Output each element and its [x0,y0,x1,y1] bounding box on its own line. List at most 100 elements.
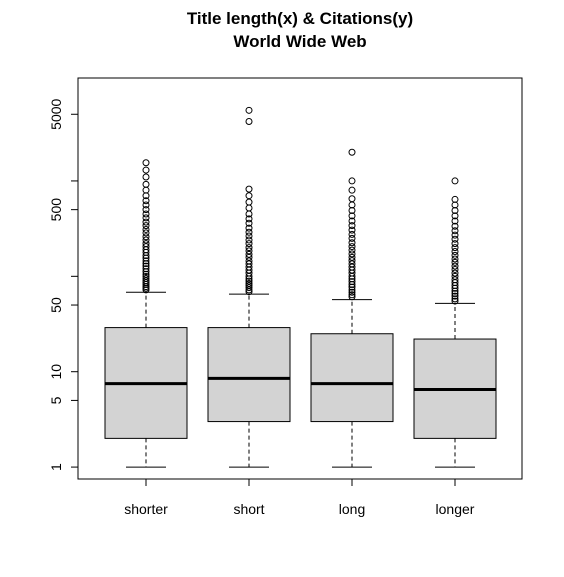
outlier-point [451,276,459,284]
outlier-point [348,239,356,247]
y-tick-label: 5000 [48,98,64,129]
box-group-long [310,148,394,468]
x-tick-label: shorter [124,501,168,517]
outlier-point [245,244,253,252]
outlier-point [451,292,459,300]
outlier-point [451,290,459,298]
outlier-point [245,253,253,261]
outlier-point [245,106,253,114]
outlier-point [348,222,356,230]
outlier-point [348,253,356,261]
outlier-point [142,240,150,248]
x-tick-label: short [233,501,264,517]
outlier-point [142,262,150,270]
outlier-point [348,257,356,265]
outlier-point [245,257,253,265]
outlier-point [451,262,459,270]
y-tick-label: 50 [48,297,64,313]
y-axis: 1 5 10 50 500 5000 [48,98,78,471]
outlier-point [451,217,459,225]
outlier-point [348,246,356,254]
outlier-point [245,232,253,240]
outlier-point [451,195,459,203]
y-tick-label: 500 [48,198,64,222]
outlier-point [348,234,356,242]
outlier-point [245,224,253,232]
x-tick-label: long [339,501,365,517]
outlier-point [245,277,253,285]
outlier-point [245,236,253,244]
outlier-point [348,177,356,185]
outlier-point [348,226,356,234]
y-tick-label: 1 [48,463,64,471]
outlier-point [348,293,356,301]
outlier-point [142,180,150,188]
outlier-point [451,248,459,256]
outlier-point [142,201,150,209]
outlier-point [348,288,356,296]
outlier-point [451,235,459,243]
box-iqr [310,333,394,423]
outlier-point [348,212,356,220]
outlier-point [451,265,459,273]
x-axis: shorter short long longer [124,479,475,517]
outlier-point [142,260,150,268]
outlier-point [245,215,253,223]
box-group-shorter [104,159,188,468]
outlier-point [245,198,253,206]
outlier-point [451,212,459,220]
x-tick-label: longer [436,501,475,517]
outlier-point [348,148,356,156]
outlier-point [348,260,356,268]
box-iqr [207,327,291,423]
outlier-point [142,243,150,251]
outlier-point [245,280,253,288]
outlier-point [142,197,150,205]
outlier-point [245,260,253,268]
outlier-point [348,286,356,294]
box-group-longer [413,177,497,468]
outlier-point [142,206,150,214]
outlier-point [451,269,459,277]
outlier-point [348,250,356,258]
outlier-point [451,222,459,230]
outlier-point [142,166,150,174]
outlier-point [348,186,356,194]
outlier-point [142,214,150,222]
outlier-point [245,185,253,193]
outlier-point [451,231,459,239]
y-tick-label: 10 [48,364,64,380]
outlier-point [142,236,150,244]
outlier-point [451,227,459,235]
outlier-point [142,272,150,280]
outlier-point [142,229,150,237]
outlier-point [451,255,459,263]
outlier-point [348,217,356,225]
outlier-point [245,250,253,258]
outlier-point [142,233,150,241]
outlier-point [245,247,253,255]
outlier-point [451,240,459,248]
outlier-point [245,219,253,227]
y-tick-label: 5 [48,396,64,404]
outlier-point [142,173,150,181]
outlier-point [142,225,150,233]
outlier-point [348,195,356,203]
outlier-point [245,117,253,125]
outlier-point [451,177,459,185]
outlier-point [142,159,150,167]
outlier-point [245,282,253,290]
chart-subtitle: World Wide Web [233,32,366,51]
outlier-point [142,218,150,226]
outlier-point [245,192,253,200]
outlier-point [348,278,356,286]
outlier-point [245,240,253,248]
outlier-point [451,258,459,266]
outlier-point [451,251,459,259]
chart-title: Title length(x) & Citations(y) [187,9,413,28]
outlier-point [451,295,459,303]
outlier-point [348,230,356,238]
outlier-point [142,265,150,273]
outlier-point [451,244,459,252]
